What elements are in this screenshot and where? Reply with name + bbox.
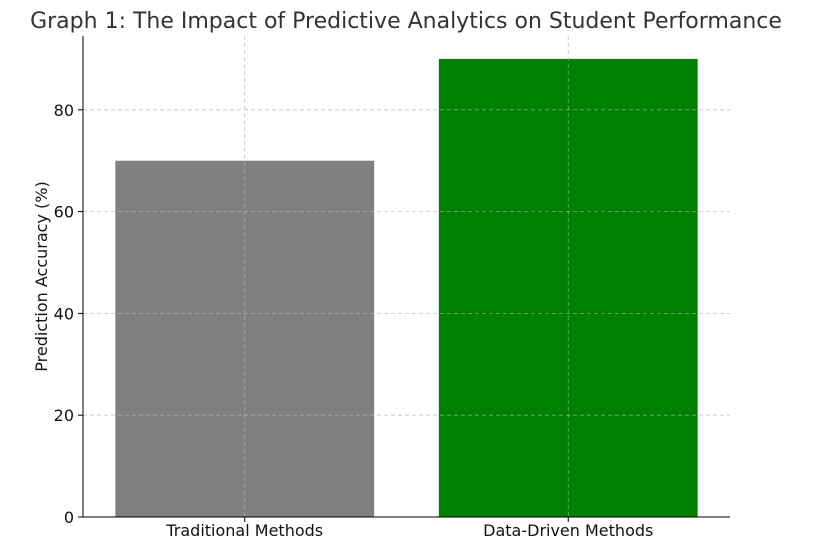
y-tick-label: 80 (54, 101, 74, 120)
x-tick-label: Traditional Methods (165, 521, 323, 540)
x-tick-label: Data-Driven Methods (483, 521, 653, 540)
tick-layer: 0 20 40 60 80 Traditional Methods Data-Driven … (54, 101, 654, 540)
y-tick-label: 40 (54, 304, 74, 323)
y-tick-label: 60 (54, 203, 74, 222)
bar-layer (115, 58, 698, 518)
axis-layer (82, 36, 730, 518)
chart-title: Graph 1: The Impact of Predictive Analyt… (30, 9, 782, 34)
y-axis-label: Prediction Accuracy (%) (32, 181, 51, 371)
y-tick-label: 0 (64, 508, 74, 527)
y-tick-label: 20 (54, 406, 74, 425)
